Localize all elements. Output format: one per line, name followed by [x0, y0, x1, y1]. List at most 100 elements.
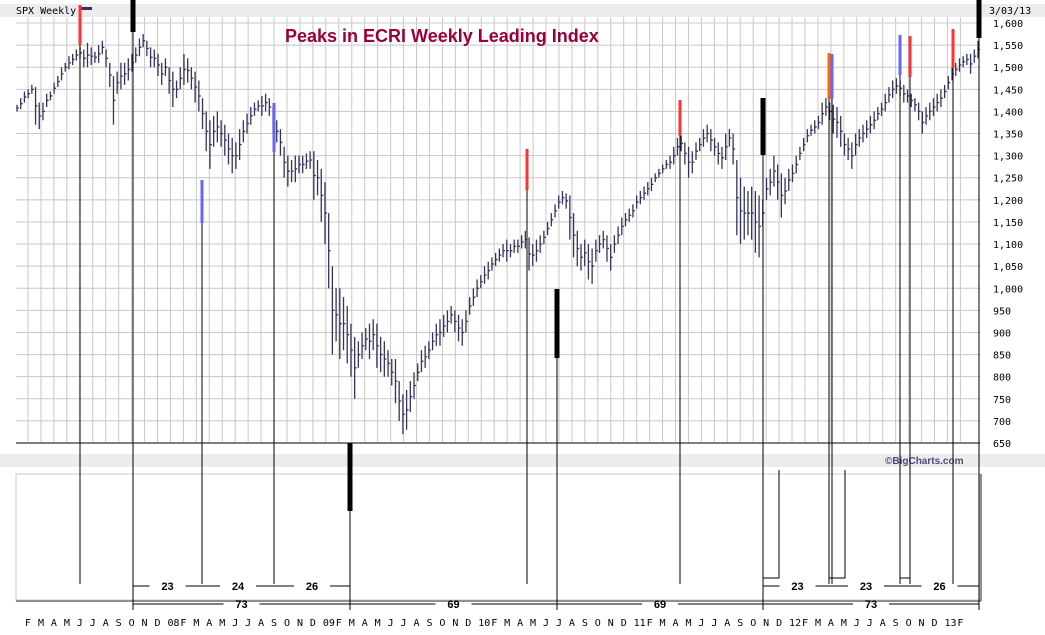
interval-label: 26 — [933, 581, 945, 593]
month-label: M — [685, 618, 691, 629]
month-label: M — [530, 618, 536, 629]
month-label: M — [815, 618, 821, 629]
y-tick-label: 1,000 — [993, 284, 1023, 295]
x-axis-month-labels: F M A M J J A S O N D 08 F M A M J J A S O N D 09 F M A M J J A S O N D 10 F… — [25, 618, 963, 629]
month-label: J — [401, 618, 407, 629]
month-label: O — [906, 618, 912, 629]
month-label: A — [51, 618, 57, 629]
pair-hook — [900, 470, 911, 579]
month-label: M — [64, 618, 70, 629]
month-label: D — [465, 618, 471, 629]
month-label: F — [491, 618, 497, 629]
interval-brackets: 23 24 26 73 69 69 23 23 26 73 — [133, 470, 979, 611]
month-label: A — [828, 618, 834, 629]
month-label: M — [375, 618, 381, 629]
month-label: 09 — [323, 618, 335, 629]
month-label: N — [142, 618, 148, 629]
month-label: F — [647, 618, 653, 629]
month-label: J — [90, 618, 96, 629]
month-label: M — [38, 618, 44, 629]
credit-band — [0, 454, 1045, 467]
month-label: J — [543, 618, 549, 629]
pair-hook — [763, 470, 780, 579]
month-label: O — [595, 618, 601, 629]
y-tick-label: 700 — [993, 417, 1011, 428]
month-label: A — [103, 618, 109, 629]
y-tick-label: 1,500 — [993, 63, 1023, 74]
month-label: N — [919, 618, 925, 629]
month-label: N — [297, 618, 303, 629]
interval-label: 23 — [161, 581, 173, 593]
month-label: J — [854, 618, 860, 629]
month-label: 12 — [789, 618, 801, 629]
symbol-label: SPX Weekly — [16, 6, 76, 17]
lower-panel — [15, 473, 981, 601]
interval-label: 73 — [865, 599, 877, 611]
month-label: J — [77, 618, 83, 629]
credit-label: ©BigCharts.com — [885, 456, 964, 467]
y-tick-label: 750 — [993, 395, 1011, 406]
month-label: M — [841, 618, 847, 629]
month-label: O — [750, 618, 756, 629]
month-label: A — [258, 618, 264, 629]
month-label: 11 — [634, 618, 646, 629]
y-tick-label: 1,100 — [993, 240, 1023, 251]
month-label: A — [880, 618, 886, 629]
month-label: S — [116, 618, 122, 629]
month-label: S — [737, 618, 743, 629]
ecri-peak-markers — [78, 0, 982, 511]
interval-label: 69 — [447, 599, 459, 611]
legend-swatch — [80, 7, 92, 10]
month-label: M — [349, 618, 355, 629]
month-label: A — [206, 618, 212, 629]
month-label: S — [426, 618, 432, 629]
month-label: D — [155, 618, 161, 629]
interval-label: 69 — [654, 599, 666, 611]
month-label: D — [310, 618, 316, 629]
interval-label: 23 — [791, 581, 803, 593]
price-bars — [16, 34, 980, 435]
month-label: O — [284, 618, 290, 629]
y-tick-label: 1,300 — [993, 152, 1023, 163]
y-tick-label: 1,250 — [993, 174, 1023, 185]
y-tick-label: 900 — [993, 328, 1011, 339]
y-tick-label: 850 — [993, 351, 1011, 362]
y-tick-label: 1,350 — [993, 130, 1023, 141]
chart-title: Peaks in ECRI Weekly Leading Index — [285, 26, 599, 46]
month-label: A — [414, 618, 420, 629]
month-label: J — [867, 618, 873, 629]
y-tick-label: 1,150 — [993, 218, 1023, 229]
month-label: 13 — [944, 618, 956, 629]
month-label: M — [193, 618, 199, 629]
month-label: J — [232, 618, 238, 629]
month-label: J — [245, 618, 251, 629]
y-tick-label: 650 — [993, 439, 1011, 450]
month-label: D — [621, 618, 627, 629]
month-label: J — [698, 618, 704, 629]
month-label: F — [957, 618, 963, 629]
month-label: A — [517, 618, 523, 629]
month-label: J — [556, 618, 562, 629]
month-label: N — [608, 618, 614, 629]
interval-label: 73 — [235, 599, 247, 611]
interval-label: 26 — [306, 581, 318, 593]
month-label: F — [180, 618, 186, 629]
month-label: F — [802, 618, 808, 629]
pair-hook — [829, 470, 846, 579]
interval-label: 24 — [232, 581, 245, 593]
month-label: O — [439, 618, 445, 629]
y-tick-label: 1,050 — [993, 262, 1023, 273]
y-tick-label: 1,400 — [993, 107, 1023, 118]
y-tick-label: 800 — [993, 373, 1011, 384]
month-label: S — [893, 618, 899, 629]
month-label: O — [129, 618, 135, 629]
y-tick-label: 1,200 — [993, 196, 1023, 207]
y-axis-labels: 1,600 1,550 1,500 1,450 1,400 1,350 1,300 1,250… — [993, 19, 1023, 450]
month-label: N — [452, 618, 458, 629]
month-label: 10 — [478, 618, 490, 629]
month-label: M — [504, 618, 510, 629]
month-label: D — [932, 618, 938, 629]
month-label: F — [25, 618, 31, 629]
month-label: S — [271, 618, 277, 629]
y-tick-label: 1,600 — [993, 19, 1023, 30]
